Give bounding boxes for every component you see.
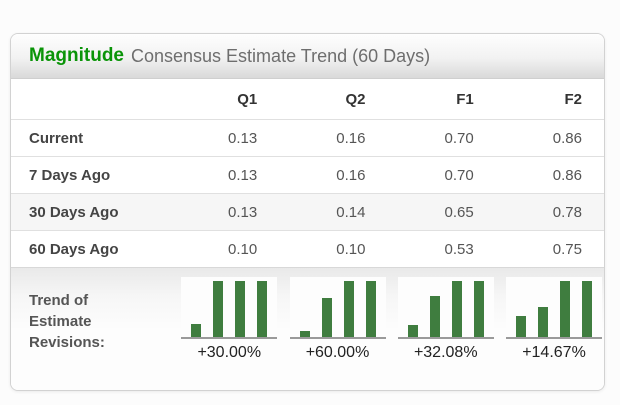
row-label: 30 Days Ago: [29, 203, 119, 221]
panel-title-brand: Magnitude: [29, 45, 124, 66]
mini-bar-chart-q2: [289, 277, 386, 339]
row-label: 60 Days Ago: [29, 240, 119, 258]
trend-cell-q1: +30.00%: [171, 277, 279, 390]
estimate-revision-bar: [429, 296, 440, 337]
estimate-revision-bar: [407, 325, 418, 337]
cell-value: 0.65: [444, 203, 474, 221]
trend-cell-f1: +32.08%: [388, 277, 496, 390]
cell-value: 0.16: [336, 129, 366, 147]
table-row-current: Current 0.13 0.16 0.70 0.86: [11, 119, 604, 156]
estimate-revision-bar: [516, 316, 526, 337]
estimate-revision-bar: [473, 281, 484, 337]
magnitude-panel: Magnitude Consensus Estimate Trend (60 D…: [10, 33, 605, 391]
estimate-revision-bar: [213, 281, 224, 337]
estimate-revision-bar: [257, 281, 268, 337]
percent-change-label-q2: +60.00%: [305, 344, 370, 361]
mini-bar-chart-f1: [397, 277, 494, 339]
mini-bar-chart-f2: [506, 277, 602, 339]
percent-change-label-q1: +30.00%: [197, 344, 262, 361]
percent-change-label-f1: +32.08%: [413, 344, 478, 361]
row-label: 7 Days Ago: [29, 166, 111, 184]
cell-value: 0.70: [444, 166, 474, 184]
panel-header: Magnitude Consensus Estimate Trend (60 D…: [11, 34, 604, 79]
cell-value: 0.10: [336, 240, 366, 258]
column-header-f2: F2: [564, 90, 582, 108]
cell-value: 0.78: [552, 203, 582, 221]
estimate-revision-bar: [299, 331, 310, 337]
table-row-30-days-ago: 30 Days Ago 0.13 0.14 0.65 0.78: [11, 193, 604, 230]
estimate-revision-bar: [582, 281, 592, 337]
column-header-f1: F1: [456, 90, 474, 108]
estimate-revision-bar: [560, 281, 570, 337]
estimate-revision-bar: [191, 324, 202, 337]
cell-value: 0.16: [336, 166, 366, 184]
trend-label-text: Trend of Estimate Revisions:: [29, 292, 105, 351]
estimate-revision-bar: [343, 281, 354, 337]
cell-value: 0.86: [552, 129, 582, 147]
panel-title-subtitle: Consensus Estimate Trend (60 Days): [131, 45, 431, 66]
column-header-q2: Q2: [345, 90, 366, 108]
cell-value: 0.70: [444, 129, 474, 147]
trend-cell-f2: +14.67%: [496, 277, 604, 390]
estimate-revision-bar: [321, 298, 332, 337]
estimate-revision-bar: [451, 281, 462, 337]
cell-value: 0.75: [552, 240, 582, 258]
cell-value: 0.13: [228, 129, 258, 147]
estimate-revision-bar: [235, 281, 246, 337]
estimate-revision-bar: [538, 307, 548, 337]
table-row-7-days-ago: 7 Days Ago 0.13 0.16 0.70 0.86: [11, 156, 604, 193]
table-row-60-days-ago: 60 Days Ago 0.10 0.10 0.53 0.75: [11, 230, 604, 267]
cell-value: 0.13: [228, 203, 258, 221]
trend-cell-q2: +60.00%: [279, 277, 387, 390]
estimate-revision-bar: [365, 281, 376, 337]
cell-value: 0.10: [228, 240, 258, 258]
cell-value: 0.53: [444, 240, 474, 258]
mini-bar-chart-q1: [181, 277, 278, 339]
row-label: Current: [29, 129, 84, 147]
table-header-row: Q1 Q2 F1 F2: [11, 79, 604, 119]
cell-value: 0.14: [336, 203, 366, 221]
cell-value: 0.13: [228, 166, 258, 184]
cell-value: 0.86: [552, 166, 582, 184]
trend-label: Trend of Estimate Revisions:: [11, 277, 171, 390]
percent-change-label-f2: +14.67%: [522, 344, 586, 361]
trend-row: Trend of Estimate Revisions: +30.00% +60…: [11, 267, 604, 390]
column-header-q1: Q1: [237, 90, 258, 108]
